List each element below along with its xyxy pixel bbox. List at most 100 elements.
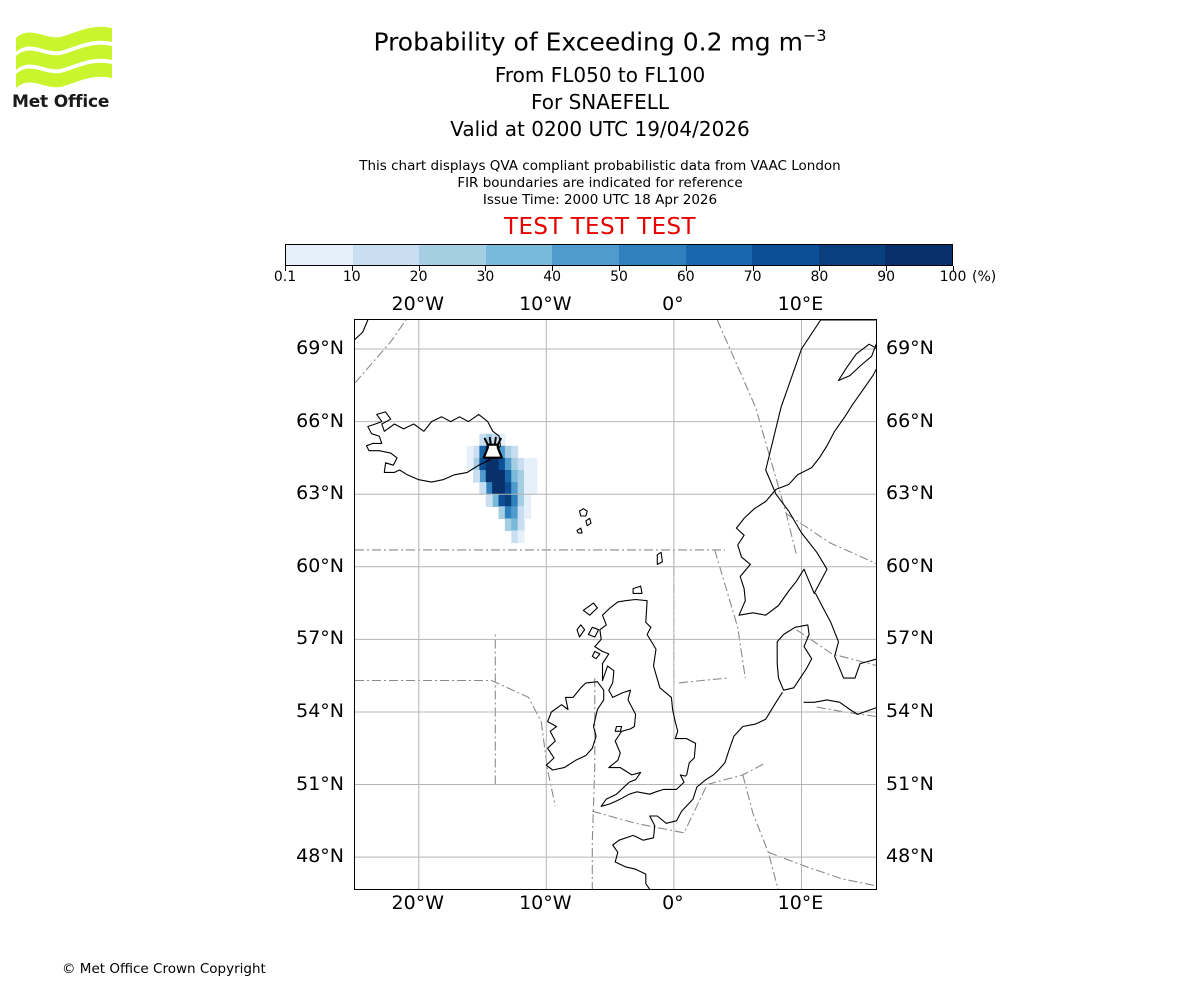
probability-cell: [492, 494, 500, 507]
probability-cell: [524, 457, 531, 471]
lat-label-right-51: 51°N: [886, 772, 934, 795]
probability-cell: [517, 494, 525, 507]
probability-cell: [511, 530, 519, 544]
coastline-sweden-south: [814, 592, 876, 679]
coastline-ireland: [545, 681, 605, 771]
probability-field: [466, 433, 538, 544]
fir-note: FIR boundaries are indicated for referen…: [457, 175, 743, 191]
colorbar-tick-label-10: 100: [939, 269, 967, 285]
logo-wave-2: [16, 44, 112, 70]
lat-label-left-63: 63°N: [296, 482, 344, 505]
lon-label-bottom-10: 10°E: [777, 892, 824, 914]
probability-cell: [492, 470, 500, 483]
coastline-faroes: [576, 527, 583, 534]
probability-cell: [485, 470, 493, 483]
colorbar-tick-label-7: 70: [743, 269, 762, 285]
lat-label-right-48: 48°N: [886, 845, 934, 868]
probability-cell: [517, 482, 525, 495]
lon-label-top-10: 10°E: [777, 293, 824, 315]
page-title-exponent: −3: [802, 26, 827, 45]
colorbar-tick-8: [819, 266, 821, 271]
coastline-scandinavia: [735, 320, 876, 616]
colorbar-tick-label-9: 90: [877, 269, 896, 285]
colorbar-tick-9: [886, 266, 888, 271]
fir-boundary-line: [742, 774, 779, 889]
colorbar-tick-10: [953, 266, 954, 271]
probability-cell: [466, 457, 474, 471]
colorbar-unit: (%): [972, 269, 997, 285]
probability-cell: [485, 457, 493, 471]
colorbar-tick-1: [351, 266, 353, 271]
colorbar-tick-label-3: 30: [476, 269, 495, 285]
colorbar-tick-label-1: 10: [342, 269, 361, 285]
copyright-text: © Met Office Crown Copyright: [62, 961, 266, 977]
probability-cell: [517, 518, 525, 532]
colorbar-tick-2: [418, 266, 420, 271]
coastline-island: [656, 551, 663, 565]
probability-cell: [511, 506, 519, 519]
coastline-faroes: [585, 517, 592, 527]
colorbar-segment-9: [885, 245, 952, 265]
probability-cell: [504, 470, 512, 483]
probability-cell: [479, 482, 487, 495]
colorbar-segment-1: [352, 245, 420, 265]
coastline-faroes: [578, 508, 588, 517]
met-office-waves-icon: [16, 26, 112, 88]
colorbar-tick-label-6: 60: [676, 269, 695, 285]
probability-cell: [504, 457, 512, 471]
coastline-great-britain: [594, 598, 697, 807]
fir-boundary-line: [796, 629, 876, 667]
coastline-denmark: [776, 624, 813, 691]
probability-cell: [492, 457, 500, 471]
probability-cell: [466, 445, 474, 459]
fir-boundary-line: [716, 320, 797, 555]
probability-cell: [498, 445, 506, 459]
lon-label-bottom--10: 10°W: [519, 892, 572, 914]
probability-cell: [504, 494, 512, 507]
coastline-island: [576, 624, 586, 638]
coastline-island: [582, 602, 598, 616]
probability-cell: [504, 445, 512, 459]
lat-label-right-54: 54°N: [886, 699, 934, 722]
probability-cell: [524, 506, 531, 519]
probability-cell: [511, 445, 519, 459]
colorbar-segment-8: [818, 245, 886, 265]
lat-label-right-66: 66°N: [886, 409, 934, 432]
volcano-marker-icon[interactable]: [482, 436, 503, 459]
probability-cell: [511, 518, 519, 532]
fir-boundary-line: [355, 679, 542, 722]
logo-wave-3: [16, 62, 112, 88]
lat-label-right-69: 69°N: [886, 337, 934, 360]
probability-cell: [511, 482, 519, 495]
fir-boundary-line: [591, 678, 596, 889]
probability-cell: [511, 457, 519, 471]
lat-label-left-69: 69°N: [296, 337, 344, 360]
probability-cell: [524, 470, 531, 483]
coastline-greenland-edge: [355, 320, 369, 340]
qva-note: This chart displays QVA compliant probab…: [359, 158, 841, 174]
probability-cell: [498, 470, 506, 483]
fir-boundary-line: [678, 677, 728, 684]
lon-label-top-0: 0°: [662, 293, 684, 315]
fir-boundaries: [355, 320, 876, 889]
chart-titles: Probability of Exceeding 0.2 mg m−3 From…: [0, 0, 1200, 141]
colorbar-tick-0: [285, 266, 286, 271]
valid-time-subtitle: Valid at 0200 UTC 19/04/2026: [450, 116, 750, 141]
coastline-baltic-south: [803, 699, 876, 715]
met-office-logo: [12, 22, 122, 117]
probability-cell: [511, 470, 519, 483]
probability-cell: [517, 470, 525, 483]
probability-cell: [517, 530, 525, 544]
probability-cell: [524, 482, 531, 495]
coastline-island: [591, 650, 601, 660]
coastlines: [355, 320, 876, 889]
probability-cell: [472, 457, 480, 471]
map-plot-area[interactable]: [354, 319, 877, 890]
colorbar-tick-6: [685, 266, 687, 271]
colorbar-tick-label-5: 50: [610, 269, 628, 285]
colorbar-ticks: [285, 266, 954, 278]
lat-label-right-57: 57°N: [886, 627, 934, 650]
colorbar-tick-3: [485, 266, 487, 271]
lat-label-left-57: 57°N: [296, 627, 344, 650]
probability-cell: [492, 482, 500, 495]
